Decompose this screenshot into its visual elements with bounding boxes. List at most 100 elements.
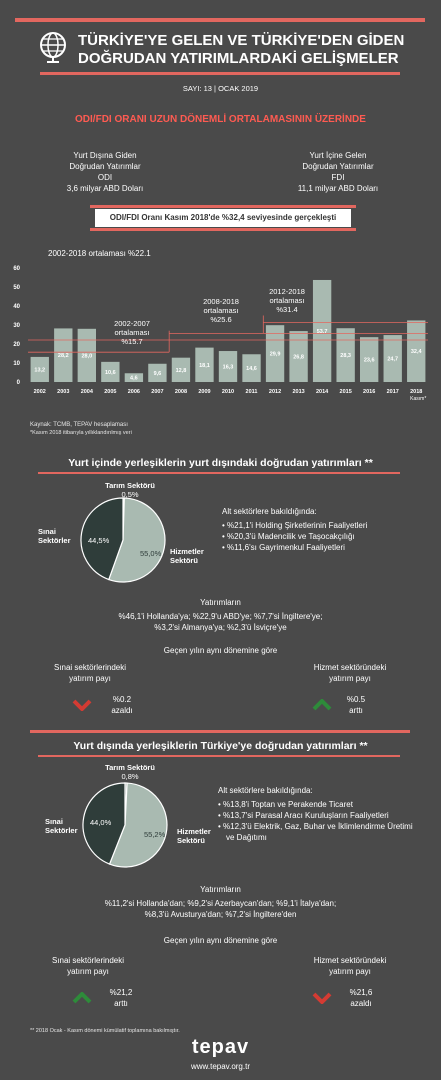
outward-left-block: Sınai sektörlerindeki yatırım payı — [18, 955, 158, 977]
outward-right-value: %21,6 — [349, 988, 373, 997]
x-tick-label: 2009 — [198, 389, 210, 395]
fdi-summary: Yurt İçine Gelen Doğrudan Yatırımlar FDI… — [273, 150, 403, 194]
title-rule — [40, 72, 400, 75]
odi-fdi-bar-chart: 0 10 20 30 40 50 60 13,2 2002 28,2 2003 28,0 2004 10,… — [13, 249, 428, 402]
x-tick-label: 2004 — [81, 389, 94, 395]
x-tick-note: Kasım* — [410, 396, 426, 402]
outward-right-block: Hizmet sektöründeki yatırım payı — [275, 955, 425, 977]
average-2002-2007-label: ortalaması — [114, 328, 149, 337]
outward-investments: Yatırımların %11,2'si Hollanda'dan; %9,2… — [0, 884, 441, 920]
outward-hizmet-name-1: Hizmetler — [177, 827, 211, 836]
y-tick-label: 20 — [13, 342, 20, 348]
outward-left-line-1: Sınai sektörlerindeki — [51, 956, 125, 965]
bar — [77, 328, 96, 382]
x-tick-label: 2010 — [222, 389, 234, 395]
outward-sinai-value: 44,0% — [90, 818, 112, 827]
bar — [336, 328, 355, 382]
odi-summary: Yurt Dışına Giden Doğrudan Yatırımlar OD… — [40, 150, 170, 194]
outward-heading: Yurt dışında yerleşiklerin Türkiye'ye do… — [73, 740, 368, 752]
outward-sinai-name-2: Sektörler — [45, 826, 78, 835]
globe-icon — [40, 32, 66, 63]
bar-value-label: 12,8 — [176, 368, 187, 374]
bar-value-label: 4,6 — [130, 376, 138, 382]
ratio-rule-top — [90, 205, 356, 208]
average-2002-2007-label: %15.7 — [121, 337, 142, 346]
bar-value-label: 32,4 — [411, 349, 423, 355]
x-tick-label: 2005 — [104, 389, 116, 395]
bar — [30, 356, 49, 382]
inward-sinai-name-1: Sınai — [38, 527, 56, 536]
inward-hizmet-name-2: Sektörü — [170, 556, 198, 565]
bar — [407, 320, 426, 382]
y-tick-label: 40 — [13, 304, 20, 310]
x-tick-label: 2013 — [292, 389, 304, 395]
bar-value-label: 29,9 — [270, 352, 281, 358]
average-2008-2018-label: ortalaması — [203, 306, 238, 315]
outward-right-change: %21,6 azaldı — [336, 987, 386, 1009]
footer-url[interactable]: www.tepav.org.tr — [191, 1062, 250, 1071]
bar — [265, 325, 285, 382]
inward-right-value: %0.5 — [346, 695, 366, 704]
bar — [54, 328, 73, 382]
outward-inv-line-1: %11,2'si Hollanda'dan; %9,2'si Azerbayca… — [104, 899, 337, 908]
inward-pie-chart — [80, 497, 166, 583]
pie-slice — [108, 782, 168, 868]
inward-tarim-value: 0,5% — [121, 490, 139, 499]
fdi-value: 11,1 milyar ABD Doları — [297, 184, 379, 193]
footer-note: ** 2018 Ocak - Kasım dönemi kümülatif to… — [30, 1028, 180, 1034]
bar-value-label: 13,2 — [34, 367, 45, 373]
down-arrow-icon — [72, 699, 92, 711]
bar-value-label: 26,8 — [293, 355, 304, 361]
x-tick-label: 2007 — [151, 389, 163, 395]
bar-value-label: 10,6 — [105, 370, 116, 376]
inward-right-line-2: yatırım payı — [329, 674, 371, 683]
y-tick-label: 30 — [13, 323, 20, 329]
list-item: • %12,3'ü Elektrik, Gaz, Buhar ve İkliml… — [218, 822, 413, 842]
bar — [312, 279, 332, 382]
inward-right-direction: arttı — [349, 706, 363, 715]
bar-value-label: 14,6 — [246, 366, 257, 372]
pie-slice — [80, 497, 124, 581]
inward-left-line-2: yatırım payı — [69, 674, 111, 683]
outward-hizmet-value: 55,2% — [144, 830, 166, 839]
bar-value-label: 28,0 — [81, 353, 92, 359]
inward-heading: Yurt içinde yerleşiklerin yurt dışındaki… — [68, 457, 373, 469]
outward-hizmet-label: Hizmetler Sektörü — [177, 827, 211, 845]
inward-left-direction: azaldı — [111, 706, 133, 715]
inward-right-change: %0.5 arttı — [336, 694, 376, 716]
outward-tarim-name: Tarım Sektörü — [105, 763, 155, 772]
bar — [360, 337, 379, 382]
inward-sinai-value: 44,5% — [88, 536, 110, 545]
outward-inv-title: Yatırımların — [200, 885, 241, 894]
outward-sub-title: Alt sektörlere bakıldığında: — [218, 786, 313, 795]
odi-line-3: ODI — [97, 173, 113, 182]
x-tick-label: 2014 — [316, 389, 329, 395]
inward-sub-title: Alt sektörlere bakıldığında: — [222, 507, 317, 516]
issue-info: SAYI: 13 | OCAK 2019 — [182, 84, 259, 93]
x-tick-label: 2003 — [57, 389, 69, 395]
bar — [148, 363, 167, 382]
up-arrow-icon — [312, 699, 332, 711]
outward-left-direction: arttı — [114, 999, 128, 1008]
list-item: • %13,8'i Toptan ve Perakende Ticaret — [218, 800, 353, 809]
outward-pie-chart — [82, 782, 168, 868]
outward-left-value: %21,2 — [109, 988, 133, 997]
inward-inv-line-2: %3,2'si Almanya'ya; %2,3'ü İsviçre'ye — [154, 623, 287, 632]
average-2008-2018-label: %25.6 — [210, 315, 231, 324]
bar-value-label: 53,7 — [317, 329, 328, 335]
inward-inv-line-1: %46,1'i Hollanda'ya; %22,9'u ABD'ye; %7,… — [118, 612, 323, 621]
bar-value-label: 23,6 — [364, 358, 375, 364]
bar — [218, 351, 238, 382]
bar — [101, 361, 120, 382]
y-tick-label: 60 — [13, 266, 20, 272]
inward-tarim-name: Tarım Sektörü — [105, 481, 155, 490]
chart-footnote: *Kasım 2018 itibarıyla yıllıklandırılmış… — [30, 430, 132, 436]
ratio-banner: ODI/FDI Oranı Kasım 2018'de %32,4 seviye… — [95, 209, 351, 227]
y-tick-label: 50 — [13, 285, 20, 291]
inward-right-line-1: Hizmet sektöründeki — [313, 663, 387, 672]
inward-subsectors: Alt sektörlere bakıldığında: • %21,1'i H… — [222, 506, 432, 553]
bar — [171, 357, 191, 382]
x-tick-label: 2006 — [128, 389, 140, 395]
list-item: • %11,6'sı Gayrimenkul Faaliyetleri — [222, 543, 345, 552]
title-line-2: DOĞRUDAN YATIRIMLARDAKİ GELİŞMELER — [78, 50, 399, 67]
